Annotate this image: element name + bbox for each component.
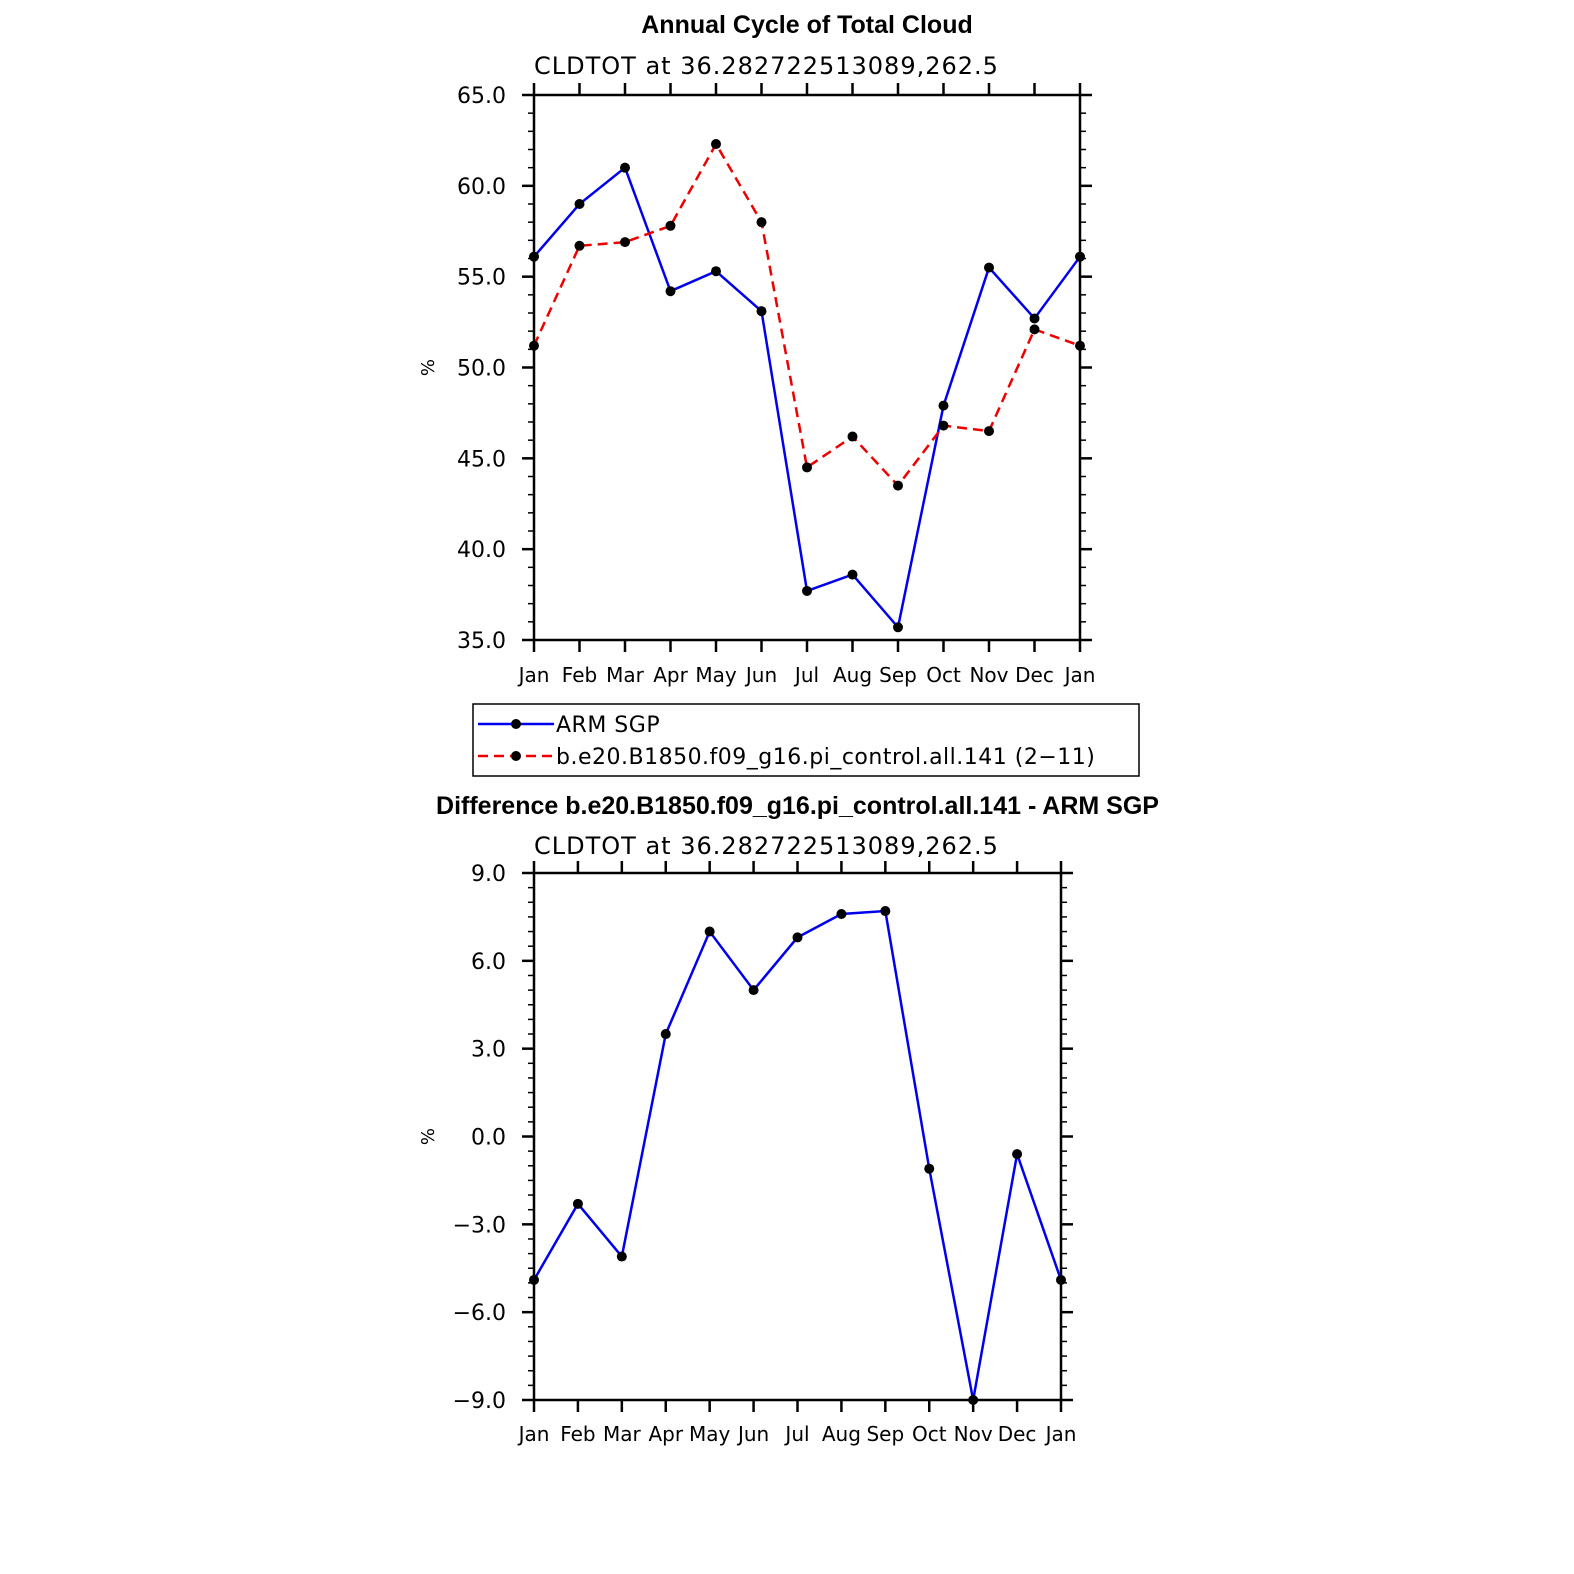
series-0-point bbox=[880, 906, 891, 917]
y-tick-label: −3.0 bbox=[453, 1213, 506, 1238]
x-tick-label: Oct bbox=[912, 1422, 947, 1446]
x-tick-label: Nov bbox=[954, 1422, 993, 1446]
series-1-point bbox=[893, 480, 903, 491]
x-tick-label: Feb bbox=[562, 663, 597, 687]
y-tick-label: 3.0 bbox=[471, 1038, 506, 1063]
chart-legend: ARM SGP b.e20.B1850.f09_g16.pi_control.al… bbox=[472, 703, 1140, 777]
series-0-point bbox=[1056, 1274, 1066, 1285]
plot-frame bbox=[532, 93, 1082, 642]
y-tick-label: 55.0 bbox=[457, 266, 506, 291]
legend-label-0: ARM SGP bbox=[556, 713, 660, 738]
y-tick-label: 60.0 bbox=[457, 175, 506, 200]
x-tick-label: Apr bbox=[648, 1422, 683, 1446]
y-axis-label: % bbox=[418, 1128, 439, 1145]
x-tick-label: Dec bbox=[998, 1422, 1037, 1446]
series-1-point bbox=[984, 426, 994, 437]
x-tick-label: Jun bbox=[744, 663, 777, 687]
x-tick-label: Jan bbox=[1063, 663, 1096, 687]
series-0-point bbox=[924, 1163, 935, 1174]
x-tick-label: Dec bbox=[1015, 663, 1054, 687]
plot-frame bbox=[532, 871, 1063, 1402]
series-0-point bbox=[756, 306, 767, 317]
x-tick-label: May bbox=[689, 1422, 731, 1446]
series-0-point bbox=[938, 400, 949, 411]
y-tick-label: 0.0 bbox=[471, 1126, 506, 1151]
series-0-point bbox=[529, 251, 539, 262]
series-0-point bbox=[968, 1395, 979, 1405]
x-tick-label: Nov bbox=[969, 663, 1008, 687]
series-1-point bbox=[529, 340, 539, 351]
y-axis-label: % bbox=[418, 359, 439, 376]
x-tick-label: Aug bbox=[822, 1422, 861, 1446]
chart-title: Annual Cycle of Total Cloud bbox=[641, 11, 972, 39]
x-tick-label: Mar bbox=[606, 663, 645, 687]
chart-subtitle: CLDTOT at 36.282722513089,262.5 bbox=[534, 52, 999, 80]
series-1-point bbox=[938, 420, 949, 431]
series-0-point bbox=[836, 908, 847, 919]
series-1-point bbox=[847, 431, 858, 442]
series-1-point bbox=[1075, 340, 1085, 351]
x-tick-label: Aug bbox=[833, 663, 872, 687]
series-0-point bbox=[847, 569, 858, 580]
series-0-point bbox=[711, 266, 721, 277]
x-tick-label: Mar bbox=[603, 1422, 642, 1446]
series-0-point bbox=[984, 262, 994, 273]
series-0-point bbox=[616, 1251, 627, 1262]
series-0-point bbox=[1029, 313, 1040, 324]
series-0-point bbox=[704, 926, 715, 937]
series-line-1 bbox=[532, 141, 1081, 488]
series-0-point bbox=[660, 1029, 671, 1040]
y-tick-label: 9.0 bbox=[471, 862, 506, 887]
series-1-point bbox=[1029, 324, 1040, 335]
series-0-point bbox=[792, 932, 803, 943]
series-1-point bbox=[665, 220, 676, 231]
x-tick-label: Jul bbox=[783, 1422, 809, 1446]
legend-box bbox=[472, 703, 1140, 777]
series-0-point bbox=[572, 1198, 583, 1209]
y-tick-label: −9.0 bbox=[453, 1389, 506, 1414]
series-line-0 bbox=[533, 165, 1082, 631]
chart-title: Difference b.e20.B1850.f09_g16.pi_contro… bbox=[436, 792, 1159, 820]
series-0-point bbox=[748, 985, 759, 996]
x-tick-label: Apr bbox=[653, 663, 688, 687]
x-tick-label: Sep bbox=[866, 1422, 904, 1446]
x-tick-label: Jul bbox=[793, 663, 819, 687]
series-1-point bbox=[620, 237, 630, 248]
chart-subtitle: CLDTOT at 36.282722513089,262.5 bbox=[534, 832, 999, 860]
series-1-point bbox=[756, 217, 767, 228]
series-0-point bbox=[802, 585, 812, 596]
x-tick-label: Jun bbox=[736, 1422, 769, 1446]
series-0-point bbox=[620, 162, 630, 173]
legend-marker-0 bbox=[511, 719, 521, 729]
legend-label-1: b.e20.B1850.f09_g16.pi_control.all.141 (… bbox=[556, 745, 1095, 770]
series-line-0 bbox=[532, 909, 1063, 1401]
annual-cycle-chart: Annual Cycle of Total Cloud CLDTOT at 36.… bbox=[418, 11, 1095, 687]
y-tick-label: 35.0 bbox=[457, 629, 506, 654]
x-tick-label: Jan bbox=[1044, 1422, 1077, 1446]
y-tick-label: −6.0 bbox=[453, 1301, 506, 1326]
series-1-point bbox=[711, 139, 721, 150]
x-tick-label: Jan bbox=[517, 1422, 550, 1446]
series-0-point bbox=[1012, 1149, 1023, 1160]
series-0-point bbox=[1075, 251, 1085, 262]
series-1-point bbox=[802, 462, 812, 473]
series-0-point bbox=[574, 199, 585, 209]
series-1-point bbox=[574, 240, 585, 251]
x-tick-label: Jan bbox=[517, 663, 550, 687]
y-tick-label: 50.0 bbox=[457, 357, 506, 382]
y-tick-label: 65.0 bbox=[457, 84, 506, 109]
y-tick-label: 45.0 bbox=[457, 447, 506, 472]
series-0-point bbox=[893, 622, 903, 633]
y-tick-label: 6.0 bbox=[471, 950, 506, 975]
series-0-point bbox=[665, 286, 676, 297]
y-tick-label: 40.0 bbox=[457, 538, 506, 563]
x-tick-label: Sep bbox=[879, 663, 917, 687]
x-tick-label: May bbox=[695, 663, 737, 687]
difference-chart: Difference b.e20.B1850.f09_g16.pi_contro… bbox=[418, 792, 1159, 1446]
x-tick-label: Oct bbox=[926, 663, 961, 687]
x-tick-label: Feb bbox=[560, 1422, 595, 1446]
legend-marker-1 bbox=[511, 751, 521, 761]
series-0-point bbox=[529, 1274, 539, 1285]
